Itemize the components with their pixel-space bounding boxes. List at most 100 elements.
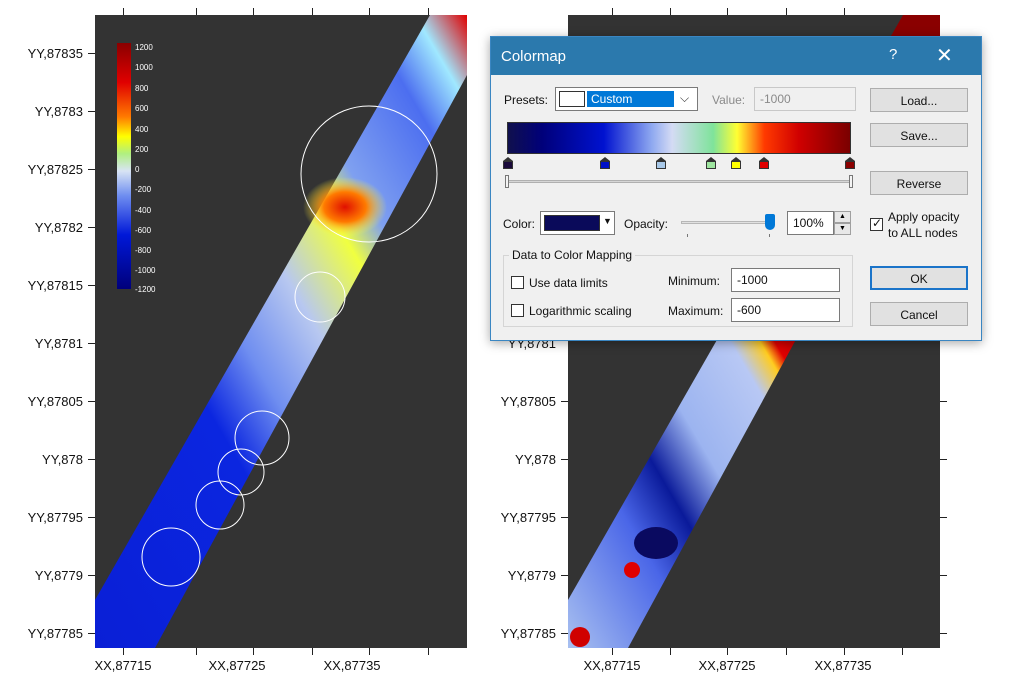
help-button[interactable]: ? [889,46,898,63]
left-plot-area[interactable]: 1200 1000 800 600 400 200 0 -200 -400 -6… [95,15,467,648]
y-tick [561,401,568,402]
y-tick-label: YY,87835 [27,46,83,61]
left-hotspot [303,177,387,237]
right-dark-spot [634,527,678,559]
x-tick [369,648,370,655]
cancel-button[interactable]: Cancel [870,302,968,326]
range-slider-right-handle[interactable] [849,175,853,188]
opacity-spin-down[interactable]: ▼ [834,223,851,235]
color-stop-marker[interactable] [845,157,855,169]
minimum-input[interactable]: -1000 [731,268,840,292]
color-stop-marker[interactable] [503,157,513,169]
legend-label: -600 [135,226,152,235]
log-scaling-checkbox[interactable] [511,304,524,317]
y-tick-label: YY,8779 [34,568,83,583]
legend-label: 1200 [135,43,153,52]
x-tick [612,648,613,655]
use-data-limits-checkbox[interactable] [511,276,524,289]
legend-label: -1000 [135,266,156,275]
stop-pointer [759,157,769,161]
color-stop-marker[interactable] [656,157,666,169]
x-tick [727,648,728,655]
value-label: Value: [712,93,746,107]
left-circle-5[interactable] [195,480,245,530]
y-tick [940,459,947,460]
opacity-input[interactable]: 100% [787,211,834,235]
range-slider-track[interactable] [507,180,851,183]
x-tick-label: XX,87715 [94,658,152,673]
color-stop-marker[interactable] [600,157,610,169]
x-tick [902,648,903,655]
opacity-slider-tick [687,234,688,237]
stop-color-square [706,161,716,169]
color-picker[interactable]: ▼ [540,211,615,235]
y-tick-label: YY,8782 [34,220,83,235]
color-stop-marker[interactable] [759,157,769,169]
left-circle-6[interactable] [141,527,201,587]
y-tick [940,517,947,518]
legend-label: -1200 [135,285,156,294]
caret-down-icon: ▼ [603,216,612,226]
x-tick [123,8,124,15]
color-swatch [544,215,600,231]
x-tick [123,648,124,655]
load-button[interactable]: Load... [870,88,968,112]
save-button[interactable]: Save... [870,123,968,147]
left-map-svg [95,15,467,648]
left-circle-2[interactable] [294,271,346,323]
y-tick [561,575,568,576]
y-tick-label: YY,87795 [500,510,556,525]
y-tick [940,633,947,634]
preset-swatch [559,91,585,107]
y-tick [88,459,95,460]
left-circle-3[interactable] [234,410,290,466]
ok-button[interactable]: OK [870,266,968,290]
stop-color-square [656,161,666,169]
colormap-gradient[interactable] [507,122,851,154]
x-tick-label: XX,87715 [583,658,641,673]
close-button[interactable]: ✕ [936,45,953,67]
x-tick [844,8,845,15]
y-tick [88,169,95,170]
left-circle-1[interactable] [300,105,438,243]
reverse-button[interactable]: Reverse [870,171,968,195]
x-tick-label: XX,87725 [698,658,756,673]
x-tick [312,648,313,655]
opacity-spin-up[interactable]: ▲ [834,211,851,223]
x-tick [428,648,429,655]
color-stop-marker[interactable] [706,157,716,169]
presets-dropdown[interactable]: Custom ⌵ [555,87,698,111]
opacity-slider[interactable] [681,214,776,237]
x-tick [253,648,254,655]
opacity-slider-thumb[interactable] [765,214,775,230]
stop-pointer [503,157,513,161]
dialog-title: Colormap [501,48,567,65]
left-circle-4[interactable] [217,448,265,496]
y-tick-label: YY,8781 [34,336,83,351]
y-tick [88,53,95,54]
y-tick-label: YY,87815 [27,278,83,293]
y-tick-label: YY,87785 [27,626,83,641]
x-tick [786,648,787,655]
legend-label: -200 [135,185,152,194]
legend-label: 800 [135,84,149,93]
apply-opacity-label-line1: Apply opacity [888,210,960,224]
y-tick [88,401,95,402]
apply-opacity-checkbox[interactable]: ✓ [870,216,883,231]
maximum-input[interactable]: -600 [731,298,840,322]
y-tick [940,401,947,402]
y-tick-label: YY,878 [42,452,83,467]
color-stop-marker[interactable] [731,157,741,169]
stop-pointer [731,157,741,161]
y-tick [88,227,95,228]
right-red-spot-corner [570,627,590,647]
range-slider-left-handle[interactable] [505,175,509,188]
legend-label: -800 [135,246,152,255]
y-tick-label: YY,87825 [27,162,83,177]
y-tick-label: YY,87805 [27,394,83,409]
chevron-down-icon: ⌵ [680,91,690,105]
dialog-title-bar[interactable]: Colormap ? ✕ [491,37,981,75]
x-tick-label: XX,87725 [208,658,266,673]
stop-color-square [503,161,513,169]
left-survey-strip [95,15,467,648]
